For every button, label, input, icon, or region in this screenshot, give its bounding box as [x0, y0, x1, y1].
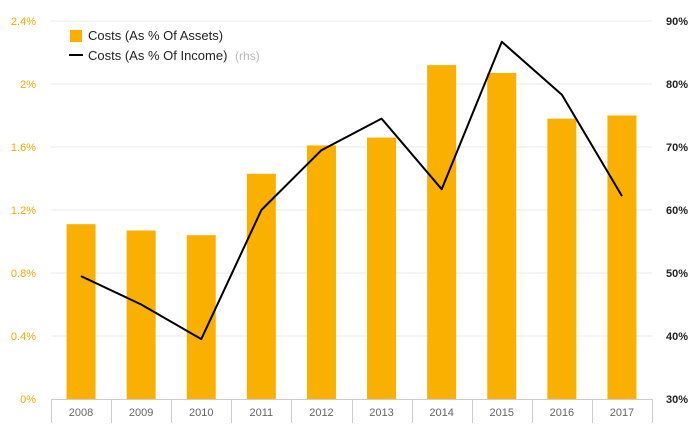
- legend-label-line: Costs (As % Of Income) (rhs): [88, 48, 260, 63]
- series-line: [80, 40, 623, 341]
- y-right-tick-label: 70%: [666, 142, 688, 154]
- line-series: [80, 40, 623, 341]
- y-right-tick-label: 40%: [666, 331, 688, 343]
- bar: [547, 118, 577, 400]
- bar: [607, 115, 637, 399]
- bar: [427, 65, 457, 399]
- y-right-tick-label: 50%: [666, 268, 688, 280]
- y-left-tick-label: 0%: [20, 394, 36, 406]
- legend-swatch-bar: [70, 30, 82, 42]
- y-right-tick-label: 90%: [666, 16, 688, 28]
- legend-label-line-name: Costs (As % Of Income): [88, 48, 227, 63]
- x-tick-label: 2016: [550, 407, 574, 419]
- y-left-tick-label: 1.2%: [11, 205, 36, 217]
- axes: 0% 0.4% 0.8% 1.2% 1.6% 2% 2.4% 30% 40% 50% 60% 70% 8…: [11, 16, 688, 423]
- legend-label-bar: Costs (As % Of Assets): [88, 28, 223, 43]
- bar: [246, 173, 276, 399]
- x-tick-label: 2015: [490, 407, 514, 419]
- bar: [126, 230, 156, 399]
- y-left-tick-label: 2%: [20, 79, 36, 91]
- x-tick-label: 2012: [309, 407, 333, 419]
- y-left-tick-label: 2.4%: [11, 16, 36, 28]
- bar-series: [66, 65, 637, 400]
- bar: [487, 72, 517, 399]
- x-tick-label: 2008: [69, 407, 93, 419]
- x-tick-label: 2009: [129, 407, 153, 419]
- bar: [306, 145, 336, 399]
- x-tick-label: 2011: [250, 407, 274, 419]
- y-left-tick-label: 0.8%: [11, 268, 36, 280]
- bar: [367, 137, 397, 400]
- legend: Costs (As % Of Assets) Costs (As % Of In…: [69, 28, 260, 63]
- y-right-tick-label: 60%: [666, 205, 688, 217]
- x-tick-label: 2014: [429, 407, 453, 419]
- y-right-tick-label: 80%: [666, 79, 688, 91]
- y-left-tick-label: 0.4%: [11, 331, 36, 343]
- y-left-tick-label: 1.6%: [11, 142, 36, 154]
- legend-label-line-note: (rhs): [235, 49, 260, 63]
- bar: [66, 224, 96, 399]
- x-tick-label: 2017: [610, 407, 634, 419]
- x-tick-label: 2010: [189, 407, 213, 419]
- x-tick-label: 2013: [369, 407, 393, 419]
- y-right-tick-label: 30%: [666, 394, 688, 406]
